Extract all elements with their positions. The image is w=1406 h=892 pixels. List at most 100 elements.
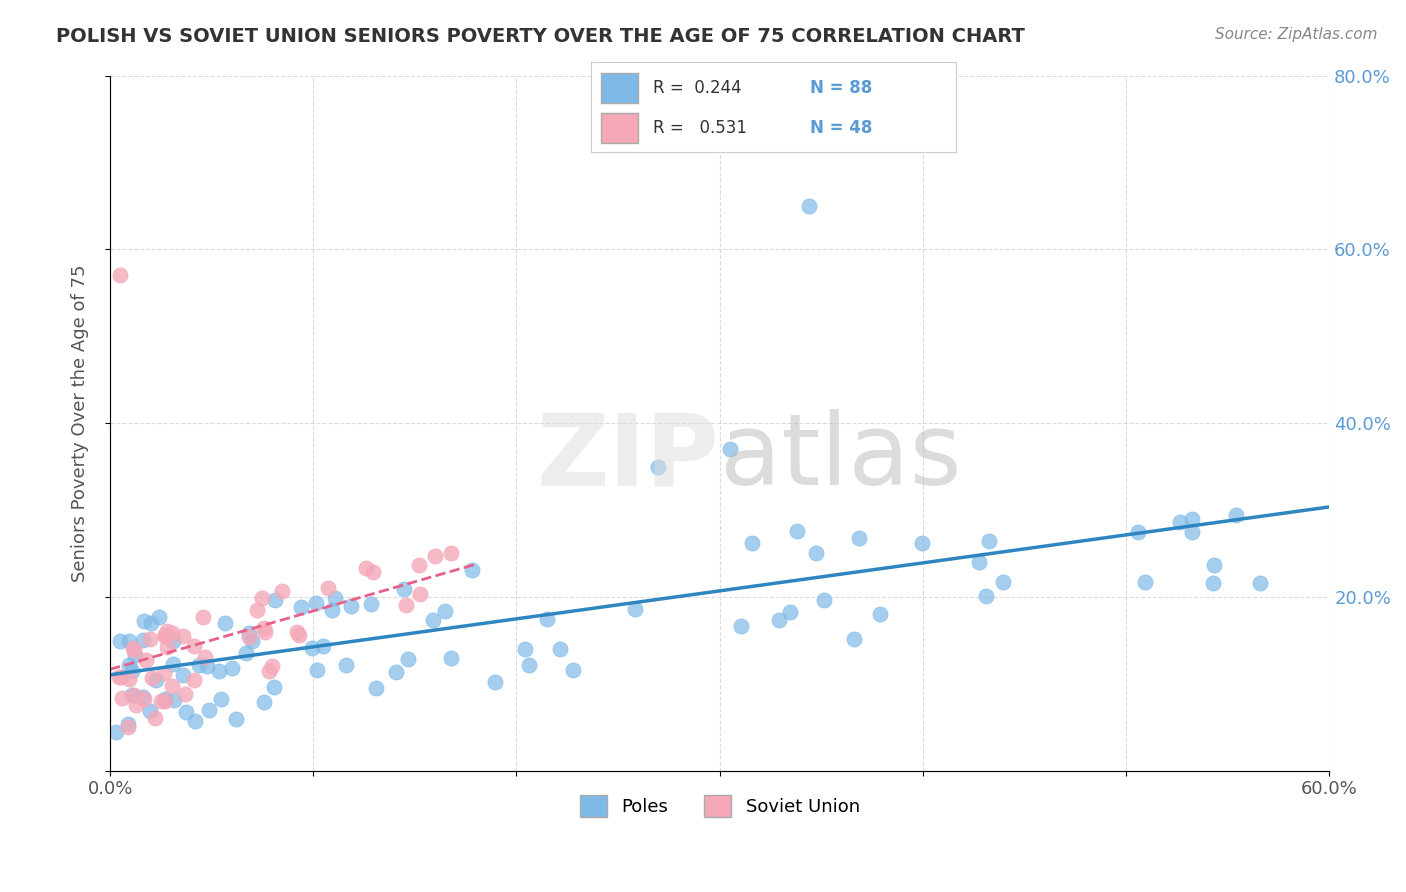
Point [1181,524,1204,539]
Text: N = 88: N = 88 [810,79,872,97]
Point [254,625,277,640]
Point [264,593,287,607]
Point [301,640,323,655]
Point [238,630,260,644]
Point [312,639,335,653]
Point [148,609,170,624]
Point [1202,576,1225,591]
Point [252,591,274,605]
Point [290,599,312,614]
Point [208,664,231,678]
Point [647,459,669,474]
Point [139,704,162,718]
Point [253,621,276,635]
Point [209,692,232,706]
Point [423,549,446,563]
Point [135,653,157,667]
Point [122,643,145,657]
Point [979,533,1001,548]
Point [155,691,177,706]
Point [395,598,418,612]
Point [149,694,172,708]
Point [394,582,416,596]
Point [253,695,276,709]
Point [225,712,247,726]
Point [139,615,162,630]
Point [305,597,328,611]
Point [271,583,294,598]
Point [221,661,243,675]
Point [121,688,143,702]
Point [993,575,1015,590]
Point [440,546,463,560]
FancyBboxPatch shape [602,113,638,143]
Point [194,650,217,665]
Point [145,673,167,687]
Point [461,563,484,577]
Text: R =   0.531: R = 0.531 [652,119,747,136]
Point [156,624,179,638]
Point [842,632,865,646]
Point [155,627,177,641]
Point [967,555,990,569]
Point [110,268,132,283]
Point [259,664,281,678]
Point [741,536,763,550]
Point [536,612,558,626]
Point [195,659,218,673]
Point [307,663,329,677]
Point [548,642,571,657]
Y-axis label: Seniors Poverty Over the Age of 75: Seniors Poverty Over the Age of 75 [72,264,89,582]
Point [976,589,998,603]
Point [139,632,162,646]
Point [117,721,139,735]
Point [422,613,444,627]
Point [869,607,891,622]
Point [108,633,131,648]
Point [132,614,155,628]
Legend: Poles, Soviet Union: Poles, Soviet Union [572,788,868,824]
Point [318,581,340,595]
Point [153,666,176,681]
Point [172,629,194,643]
Point [124,648,146,663]
Point [153,694,176,708]
Point [813,592,835,607]
Point [160,625,183,640]
Point [183,639,205,653]
Point [110,670,132,684]
Point [624,602,647,616]
Point [191,609,214,624]
Point [108,669,131,683]
Point [361,565,384,579]
Point [1126,525,1149,540]
Point [163,693,186,707]
Point [263,680,285,694]
Point [335,657,357,672]
Point [484,675,506,690]
Point [360,597,382,611]
Point [125,698,148,713]
Point [364,681,387,696]
Point [848,531,870,545]
Point [434,604,457,618]
Point [238,625,260,640]
Point [184,714,207,728]
Point [409,587,432,601]
Point [779,605,801,619]
Point [121,665,143,679]
Point [911,536,934,550]
Point [187,657,209,672]
Point [240,633,263,648]
Text: Source: ZipAtlas.com: Source: ZipAtlas.com [1215,27,1378,42]
Point [1249,576,1271,591]
Point [396,652,419,666]
Point [117,717,139,731]
Point [288,628,311,642]
Point [162,679,184,693]
Point [183,673,205,688]
Point [1133,574,1156,589]
Point [131,690,153,704]
Point [118,672,141,686]
Point [235,646,257,660]
